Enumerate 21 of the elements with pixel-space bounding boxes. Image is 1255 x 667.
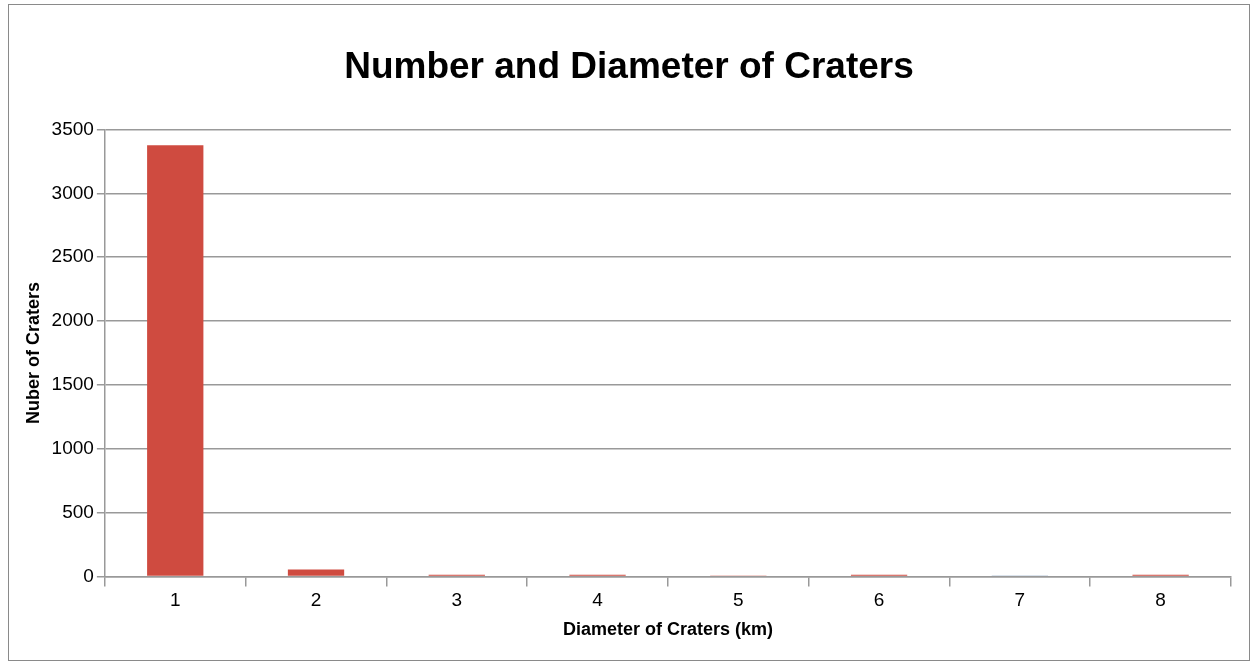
y-tick-label: 2000 bbox=[51, 309, 94, 331]
x-axis-title: Diameter of Craters (km) bbox=[562, 619, 773, 640]
y-tick-label: 3000 bbox=[51, 181, 94, 203]
bar bbox=[287, 569, 345, 576]
y-tick-label: 3500 bbox=[51, 117, 94, 139]
y-tick-label: 500 bbox=[62, 500, 94, 522]
x-tick-label: 5 bbox=[733, 589, 744, 611]
bar bbox=[147, 145, 204, 576]
y-tick-label: 2500 bbox=[51, 245, 94, 267]
x-tick-label: 4 bbox=[592, 589, 604, 611]
x-tick-label: 6 bbox=[873, 589, 885, 611]
chart-title: Number and Diameter of Craters bbox=[343, 45, 915, 87]
y-tick-label: 1000 bbox=[51, 437, 94, 459]
y-axis-title: Nuber of Craters bbox=[22, 281, 43, 425]
y-tick-label: 1500 bbox=[51, 373, 94, 395]
x-tick-label: 2 bbox=[310, 589, 322, 611]
x-tick-label: 3 bbox=[451, 589, 463, 611]
x-tick-label: 8 bbox=[1155, 589, 1166, 611]
x-tick-label: 1 bbox=[169, 589, 181, 611]
y-tick-label: 0 bbox=[83, 564, 94, 586]
x-tick-label: 7 bbox=[1014, 589, 1026, 611]
